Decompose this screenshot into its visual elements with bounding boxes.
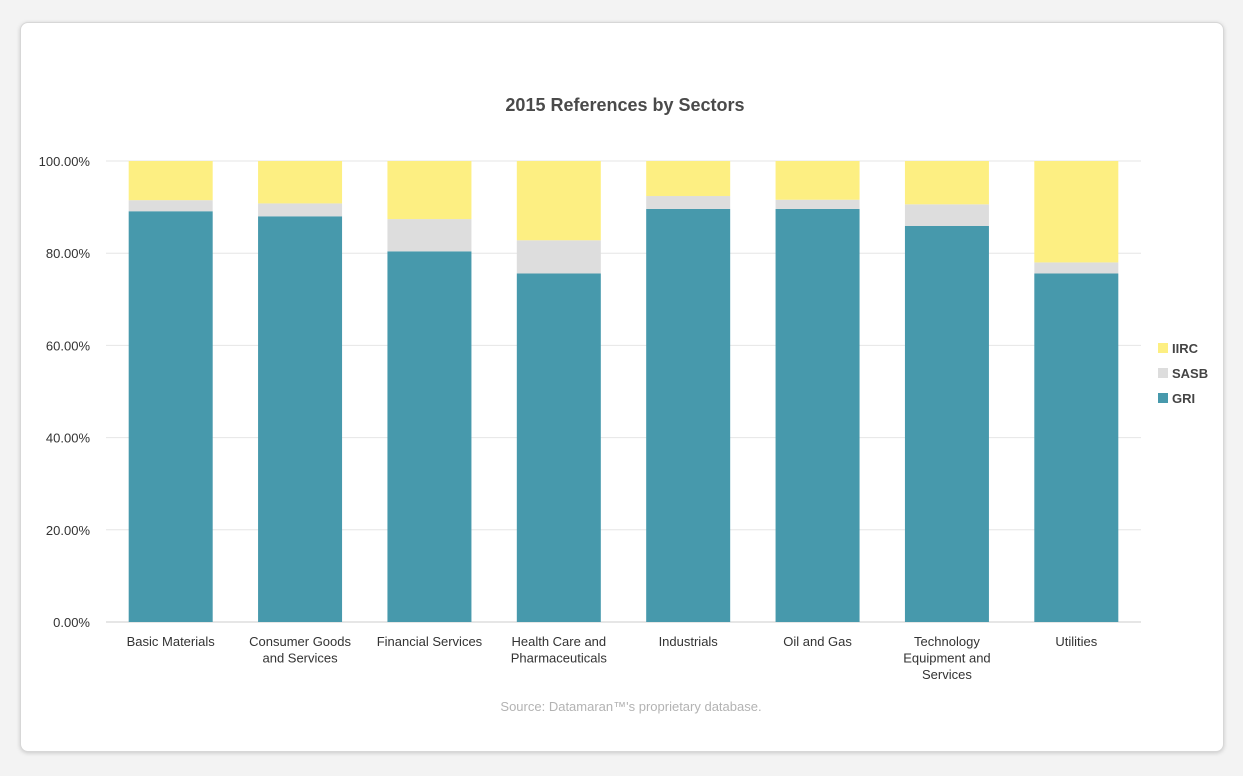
bar-segment-iirc bbox=[1034, 161, 1119, 263]
x-tick-label: Health Care and Pharmaceuticals bbox=[511, 634, 608, 666]
bar-segment-gri bbox=[1034, 273, 1119, 622]
bar-segment-iirc bbox=[258, 161, 343, 204]
x-tick-label: Basic Materials bbox=[127, 634, 216, 649]
bar-segment-gri bbox=[128, 211, 213, 622]
bar-segment-gri bbox=[646, 208, 731, 622]
y-tick-label: 100.00% bbox=[39, 154, 91, 169]
bar-segment-sasb bbox=[775, 199, 860, 209]
legend-swatch-gri bbox=[1158, 393, 1168, 403]
bar-segment-iirc bbox=[646, 161, 731, 197]
bar-segment-iirc bbox=[128, 161, 213, 201]
y-tick-label: 40.00% bbox=[46, 431, 91, 446]
legend-label-iirc: IIRC bbox=[1172, 341, 1199, 356]
bar-segment-gri bbox=[775, 208, 860, 622]
x-tick-label-line: Pharmaceuticals bbox=[511, 651, 608, 666]
y-tick-label: 0.00% bbox=[53, 615, 90, 630]
x-tick-label-line: Utilities bbox=[1055, 634, 1097, 649]
x-tick-label-line: Health Care and bbox=[511, 634, 606, 649]
bar-segment-gri bbox=[387, 251, 472, 622]
chart-title: 2015 References by Sectors bbox=[505, 95, 744, 115]
x-tick-label-line: Equipment and bbox=[903, 651, 990, 666]
legend-swatch-sasb bbox=[1158, 368, 1168, 378]
bar-segment-iirc bbox=[516, 161, 601, 241]
x-tick-label-line: and Services bbox=[262, 651, 338, 666]
legend-swatch-iirc bbox=[1158, 343, 1168, 353]
y-tick-label: 60.00% bbox=[46, 338, 91, 353]
x-tick-label-line: Consumer Goods bbox=[249, 634, 351, 649]
bar-segment-sasb bbox=[516, 240, 601, 274]
bar-segment-iirc bbox=[904, 161, 989, 205]
legend-label-sasb: SASB bbox=[1172, 366, 1208, 381]
y-tick-label: 80.00% bbox=[46, 246, 91, 261]
x-tick-label: Technology Equipment and Services bbox=[903, 634, 990, 682]
bar-segment-sasb bbox=[646, 196, 731, 209]
x-tick-label-line: Technology bbox=[914, 634, 980, 649]
bar-segment-sasb bbox=[128, 200, 213, 212]
legend-label-gri: GRI bbox=[1172, 391, 1195, 406]
bar-segment-sasb bbox=[387, 219, 472, 252]
source-note: Source: Datamaran™'s proprietary databas… bbox=[500, 699, 761, 714]
bar-segment-iirc bbox=[775, 161, 860, 200]
bar-segment-sasb bbox=[1034, 262, 1119, 274]
x-tick-label-line: Industrials bbox=[659, 634, 719, 649]
x-tick-label-line: Oil and Gas bbox=[783, 634, 852, 649]
y-axis: 0.00% 20.00% 40.00% 60.00% 80.00% 100.00% bbox=[39, 154, 91, 630]
chart-card: 2015 References by Sectors 0.00% 20.00% 40… bbox=[20, 22, 1224, 752]
x-tick-label: Financial Services bbox=[377, 634, 483, 649]
x-tick-label: Oil and Gas bbox=[783, 634, 852, 649]
x-tick-label: Consumer Goods and Services bbox=[249, 634, 351, 666]
x-tick-label-line: Basic Materials bbox=[127, 634, 216, 649]
bar-segment-gri bbox=[904, 226, 989, 622]
x-tick-label-line: Financial Services bbox=[377, 634, 483, 649]
bars bbox=[128, 161, 1119, 622]
bar-segment-iirc bbox=[387, 161, 472, 220]
legend: IIRC SASB GRI bbox=[1158, 341, 1208, 406]
bar-segment-gri bbox=[516, 273, 601, 622]
x-axis: Basic Materials Consumer Goods and Service… bbox=[127, 634, 1098, 682]
bar-segment-sasb bbox=[258, 203, 343, 217]
x-tick-label: Industrials bbox=[659, 634, 719, 649]
bar-segment-sasb bbox=[904, 204, 989, 227]
stacked-bar-chart: 2015 References by Sectors 0.00% 20.00% 40… bbox=[39, 95, 1208, 714]
bar-segment-gri bbox=[258, 216, 343, 622]
y-tick-label: 20.00% bbox=[46, 523, 91, 538]
x-tick-label-line: Services bbox=[922, 667, 972, 682]
x-tick-label: Utilities bbox=[1055, 634, 1097, 649]
